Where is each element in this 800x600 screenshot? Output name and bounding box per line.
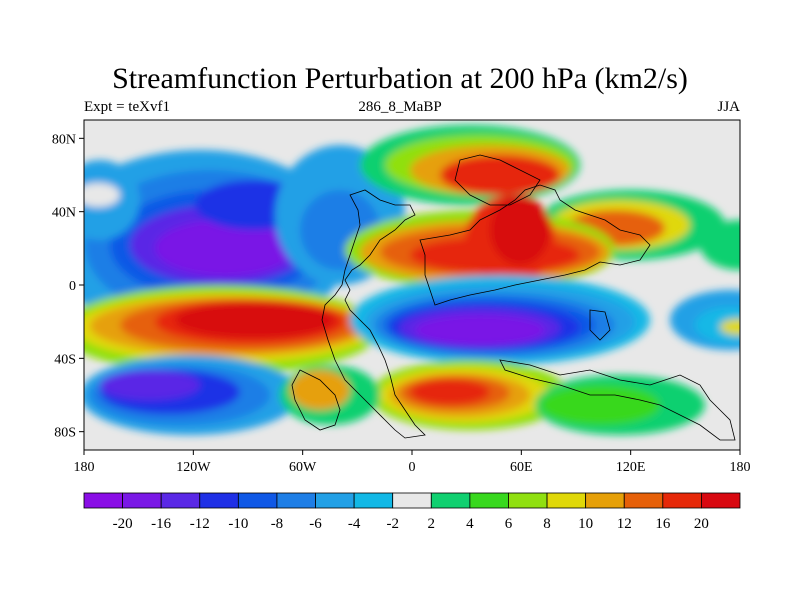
colorbar-label: -10 [228, 516, 248, 532]
colorbar: -20 -16 -12 -10 -8 -6 -4 -2 2 4 6 8 10 12 16 20 [83, 492, 741, 532]
colorbar-label: -12 [190, 516, 210, 532]
colorbar-label: -20 [113, 516, 133, 532]
colorbar-box [353, 492, 394, 509]
colorbar-box [546, 492, 587, 509]
x-tick-label: 0 [409, 460, 416, 475]
colorbar-box [623, 492, 664, 509]
colorbar-label: 2 [428, 516, 436, 532]
colorbar-label: 10 [578, 516, 593, 532]
colorbar-box [662, 492, 702, 509]
y-tick-label: 40N [52, 206, 76, 221]
x-tick-label: 120W [176, 460, 211, 475]
colorbar-box [430, 492, 471, 509]
colorbar-box [83, 492, 123, 509]
colorbar-label: -16 [151, 516, 171, 532]
y-tick-label: 40S [54, 352, 76, 367]
colorbar-box [508, 492, 548, 509]
y-tick-label: 80S [54, 426, 76, 441]
experiment-label: Expt = teXvf1 [84, 99, 170, 115]
colorbar-box [469, 492, 509, 509]
x-tick-label: 120E [616, 460, 646, 475]
contour-field [84, 120, 740, 450]
x-tick-label: 180 [74, 460, 95, 475]
colorbar-box [276, 492, 316, 509]
y-axis: 80N 40N 0 40S 80S [52, 132, 84, 441]
colorbar-box [392, 492, 432, 509]
colorbar-box [585, 492, 625, 509]
coastlines [291, 154, 736, 441]
x-tick-label: 60W [289, 460, 317, 475]
colorbar-box [199, 492, 239, 509]
x-tick-label: 60E [510, 460, 533, 475]
colorbar-box [160, 492, 201, 509]
colorbar-box [237, 492, 278, 509]
y-tick-label: 0 [69, 279, 76, 294]
colorbar-label: -8 [271, 516, 284, 532]
colorbar-label: 6 [505, 516, 513, 532]
x-tick-label: 180 [730, 460, 751, 475]
colorbar-label: 8 [543, 516, 551, 532]
x-axis: 180 120W 60W 0 60E 120E 180 [74, 450, 751, 475]
colorbar-label: 4 [466, 516, 474, 532]
plot-title: Streamfunction Perturbation at 200 hPa (… [112, 62, 688, 95]
season-label: JJA [717, 99, 740, 115]
colorbar-label: 20 [694, 516, 709, 532]
colorbar-label: 16 [655, 516, 671, 532]
colorbar-box [701, 492, 741, 509]
colorbar-box [315, 492, 355, 509]
colorbar-label: -2 [386, 516, 399, 532]
colorbar-label: -4 [348, 516, 361, 532]
colorbar-box [122, 492, 162, 509]
y-tick-label: 80N [52, 132, 76, 147]
colorbar-label: -6 [309, 516, 322, 532]
period-label: 286_8_MaBP [358, 99, 442, 115]
colorbar-label: 12 [617, 516, 632, 532]
